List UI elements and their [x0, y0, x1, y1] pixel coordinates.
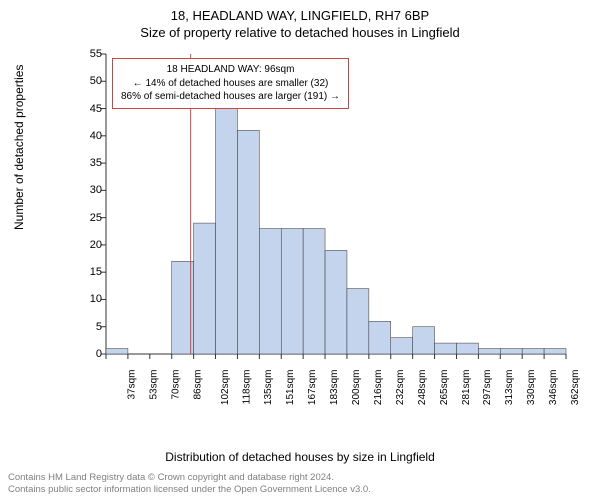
annotation-line-1: 18 HEADLAND WAY: 96sqm	[121, 63, 340, 77]
y-tick-label: 0	[62, 348, 102, 360]
x-tick-label: 346sqm	[548, 370, 559, 406]
title-main: 18, HEADLAND WAY, LINGFIELD, RH7 6BP	[0, 0, 600, 23]
y-tick-label: 35	[62, 157, 102, 169]
annotation-callout: 18 HEADLAND WAY: 96sqm← 14% of detached …	[112, 58, 349, 109]
y-tick-label: 30	[62, 184, 102, 196]
x-tick-label: 362sqm	[570, 370, 581, 406]
y-tick-label: 20	[62, 239, 102, 251]
x-tick-label: 313sqm	[504, 370, 515, 406]
y-tick-label: 5	[62, 321, 102, 333]
x-tick-label: 53sqm	[148, 370, 159, 400]
footer-line-2: Contains public sector information licen…	[8, 484, 371, 496]
x-tick-label: 70sqm	[170, 370, 181, 400]
x-tick-label: 86sqm	[192, 370, 203, 400]
footer-line-1: Contains HM Land Registry data © Crown c…	[8, 472, 371, 484]
x-tick-label: 297sqm	[483, 370, 494, 406]
y-tick-label: 15	[62, 266, 102, 278]
y-tick-label: 45	[62, 103, 102, 115]
x-tick-label: 232sqm	[395, 370, 406, 406]
x-tick-label: 248sqm	[417, 370, 428, 406]
x-tick-label: 200sqm	[351, 370, 362, 406]
footer-attribution: Contains HM Land Registry data © Crown c…	[8, 472, 371, 496]
x-tick-label: 151sqm	[285, 370, 296, 406]
x-axis-label: Distribution of detached houses by size …	[0, 450, 600, 464]
x-tick-label: 216sqm	[373, 370, 384, 406]
y-tick-label: 55	[62, 48, 102, 60]
x-tick-label: 265sqm	[439, 370, 450, 406]
y-tick-label: 10	[62, 293, 102, 305]
x-tick-label: 102sqm	[220, 370, 231, 406]
x-tick-label: 167sqm	[307, 370, 318, 406]
y-tick-label: 40	[62, 130, 102, 142]
x-tick-label: 183sqm	[329, 370, 340, 406]
chart-area: 0 5 10 15 20 25 30 35 40 45 50 55 37sqm 53sqm 70sqm 86s…	[54, 48, 574, 418]
x-tick-label: 281sqm	[461, 370, 472, 406]
y-axis-label: Number of detached properties	[12, 65, 26, 230]
x-tick-label: 135sqm	[264, 370, 275, 406]
x-tick-label: 330sqm	[526, 370, 537, 406]
x-tick-label: 37sqm	[127, 370, 138, 400]
x-tick-label: 118sqm	[241, 370, 252, 405]
annotation-line-2: ← 14% of detached houses are smaller (32…	[121, 77, 340, 91]
annotation-line-3: 86% of semi-detached houses are larger (…	[121, 90, 340, 104]
title-sub: Size of property relative to detached ho…	[0, 23, 600, 40]
y-tick-label: 50	[62, 75, 102, 87]
y-tick-label: 25	[62, 212, 102, 224]
